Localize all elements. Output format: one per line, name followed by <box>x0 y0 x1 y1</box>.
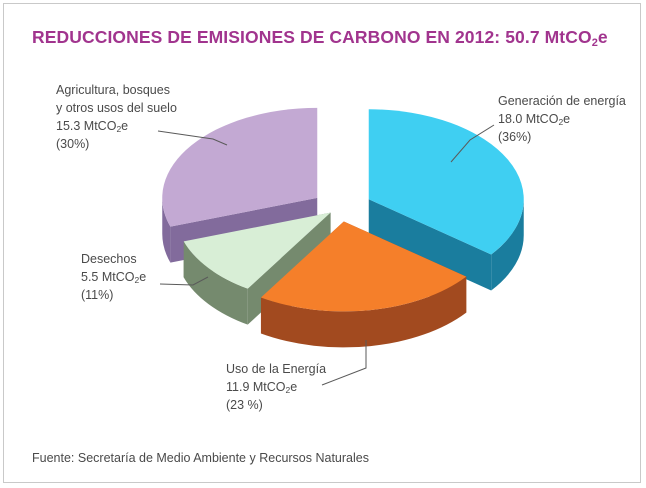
leader-line-2 <box>159 276 209 286</box>
slice-2-rim <box>183 241 248 325</box>
slice-3-top <box>162 107 318 227</box>
label-generacion-energia: Generación de energía 18.0 MtCO2e (36%) <box>498 94 626 144</box>
label-agricultura: Agricultura, bosques y otros usos del su… <box>56 83 177 151</box>
leader-line-3 <box>157 130 228 146</box>
slice-2-top <box>183 212 331 289</box>
slice-0-top <box>368 109 524 255</box>
slice-0-end-face <box>368 199 492 291</box>
slice-3-rim <box>162 197 171 263</box>
leader-line-1 <box>321 340 367 386</box>
leader-line-0 <box>450 124 495 163</box>
slice-0-rim <box>491 199 524 291</box>
source-note: Fuente: Secretaría de Medio Ambiente y R… <box>32 451 369 465</box>
label-uso-energia: Uso de la Energía 11.9 MtCO2e (23 %) <box>226 362 327 412</box>
slice-1-rim <box>260 276 467 348</box>
chart-title: REDUCCIONES DE EMISIONES DE CARBONO EN 2… <box>32 27 608 49</box>
label-desechos: Desechos 5.5 MtCO2e (11%) <box>81 252 147 302</box>
slice-1-top <box>260 221 467 312</box>
